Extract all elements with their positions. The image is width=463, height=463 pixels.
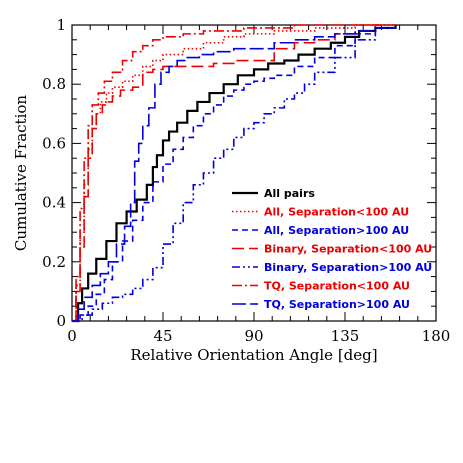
y-tick-label: 1 bbox=[56, 16, 66, 34]
legend-label: TQ, Separation<100 AU bbox=[264, 280, 410, 293]
x-tick-label: 135 bbox=[331, 327, 360, 345]
legend-label: Binary, Separation>100 AU bbox=[264, 261, 432, 274]
legend-label: All pairs bbox=[264, 187, 315, 200]
y-axis-title: Cumulative Fraction bbox=[12, 95, 30, 251]
legend: All pairs All, Separation<100 AU All, Sepa… bbox=[232, 187, 432, 311]
x-tick-label: 90 bbox=[244, 327, 263, 345]
series-line-2 bbox=[72, 24, 396, 322]
series-line-4 bbox=[72, 24, 396, 322]
y-tick-label: 0 bbox=[56, 312, 66, 330]
legend-label: All, Separation>100 AU bbox=[264, 224, 409, 237]
series-line-1 bbox=[72, 25, 397, 323]
series-lines bbox=[72, 24, 397, 323]
series-line-6 bbox=[72, 24, 386, 322]
y-tick-label: 0.2 bbox=[42, 253, 66, 271]
legend-label: Binary, Separation<100 AU bbox=[264, 243, 432, 256]
y-tick-label: 0.8 bbox=[42, 75, 66, 93]
series-line-3 bbox=[72, 25, 397, 322]
y-tick-label: 0.6 bbox=[42, 134, 66, 152]
legend-label: All, Separation<100 AU bbox=[264, 206, 409, 219]
axis-ticks: 0 45 90 135 180 0 0.2 0.4 0.6 0.8 1 bbox=[42, 16, 450, 345]
series-line-7 bbox=[72, 25, 397, 322]
legend-label: TQ, Separation>100 AU bbox=[264, 298, 410, 311]
series-line-5 bbox=[72, 25, 397, 322]
x-tick-label: 45 bbox=[153, 327, 172, 345]
x-tick-label: 0 bbox=[67, 327, 77, 345]
x-tick-label: 180 bbox=[422, 327, 451, 345]
x-axis-title: Relative Orientation Angle [deg] bbox=[130, 346, 377, 364]
y-tick-label: 0.4 bbox=[42, 194, 66, 212]
